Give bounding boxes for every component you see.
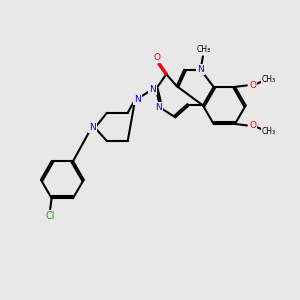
Text: N: N	[155, 103, 162, 112]
Text: N: N	[89, 123, 96, 132]
Text: O: O	[154, 53, 161, 62]
Text: CH₃: CH₃	[262, 75, 276, 84]
Text: CH₃: CH₃	[262, 127, 276, 136]
Text: Cl: Cl	[46, 211, 56, 221]
Text: CH₃: CH₃	[196, 45, 211, 54]
Text: O: O	[249, 81, 256, 90]
Text: N: N	[149, 85, 156, 94]
Text: N: N	[197, 65, 204, 74]
Text: O: O	[249, 121, 256, 130]
Text: N: N	[134, 95, 141, 104]
